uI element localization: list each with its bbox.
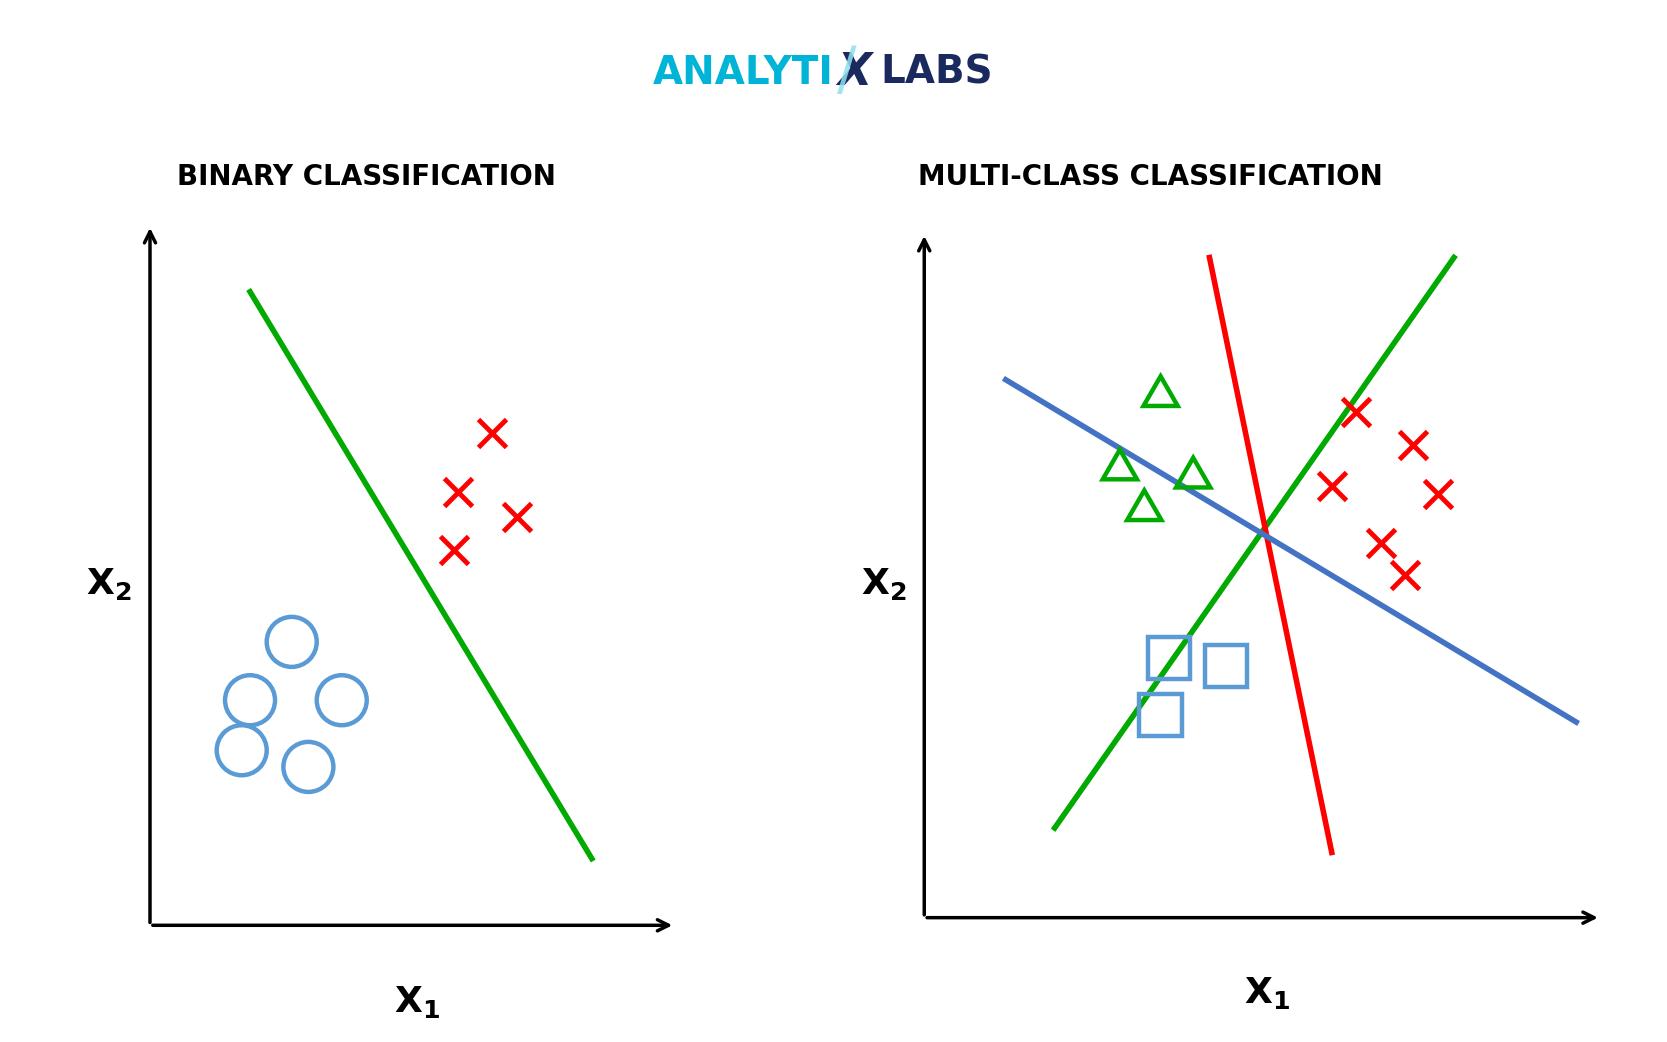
Text: LABS: LABS	[880, 54, 994, 92]
Text: BINARY CLASSIFICATION: BINARY CLASSIFICATION	[177, 164, 557, 191]
Bar	[1205, 645, 1247, 688]
Text: X: X	[837, 51, 872, 95]
Bar	[1140, 694, 1182, 736]
Bar	[1147, 637, 1190, 679]
Text: ANALYTI: ANALYTI	[652, 54, 834, 92]
Text: $\mathbf{X_1}$: $\mathbf{X_1}$	[1244, 974, 1290, 1011]
Text: $\mathbf{X_2}$: $\mathbf{X_2}$	[85, 566, 132, 601]
Text: MULTI-CLASS CLASSIFICATION: MULTI-CLASS CLASSIFICATION	[919, 164, 1382, 191]
Text: /: /	[837, 45, 857, 101]
Text: $\mathbf{X_1}$: $\mathbf{X_1}$	[393, 984, 440, 1020]
Text: $\mathbf{X_2}$: $\mathbf{X_2}$	[860, 566, 907, 601]
